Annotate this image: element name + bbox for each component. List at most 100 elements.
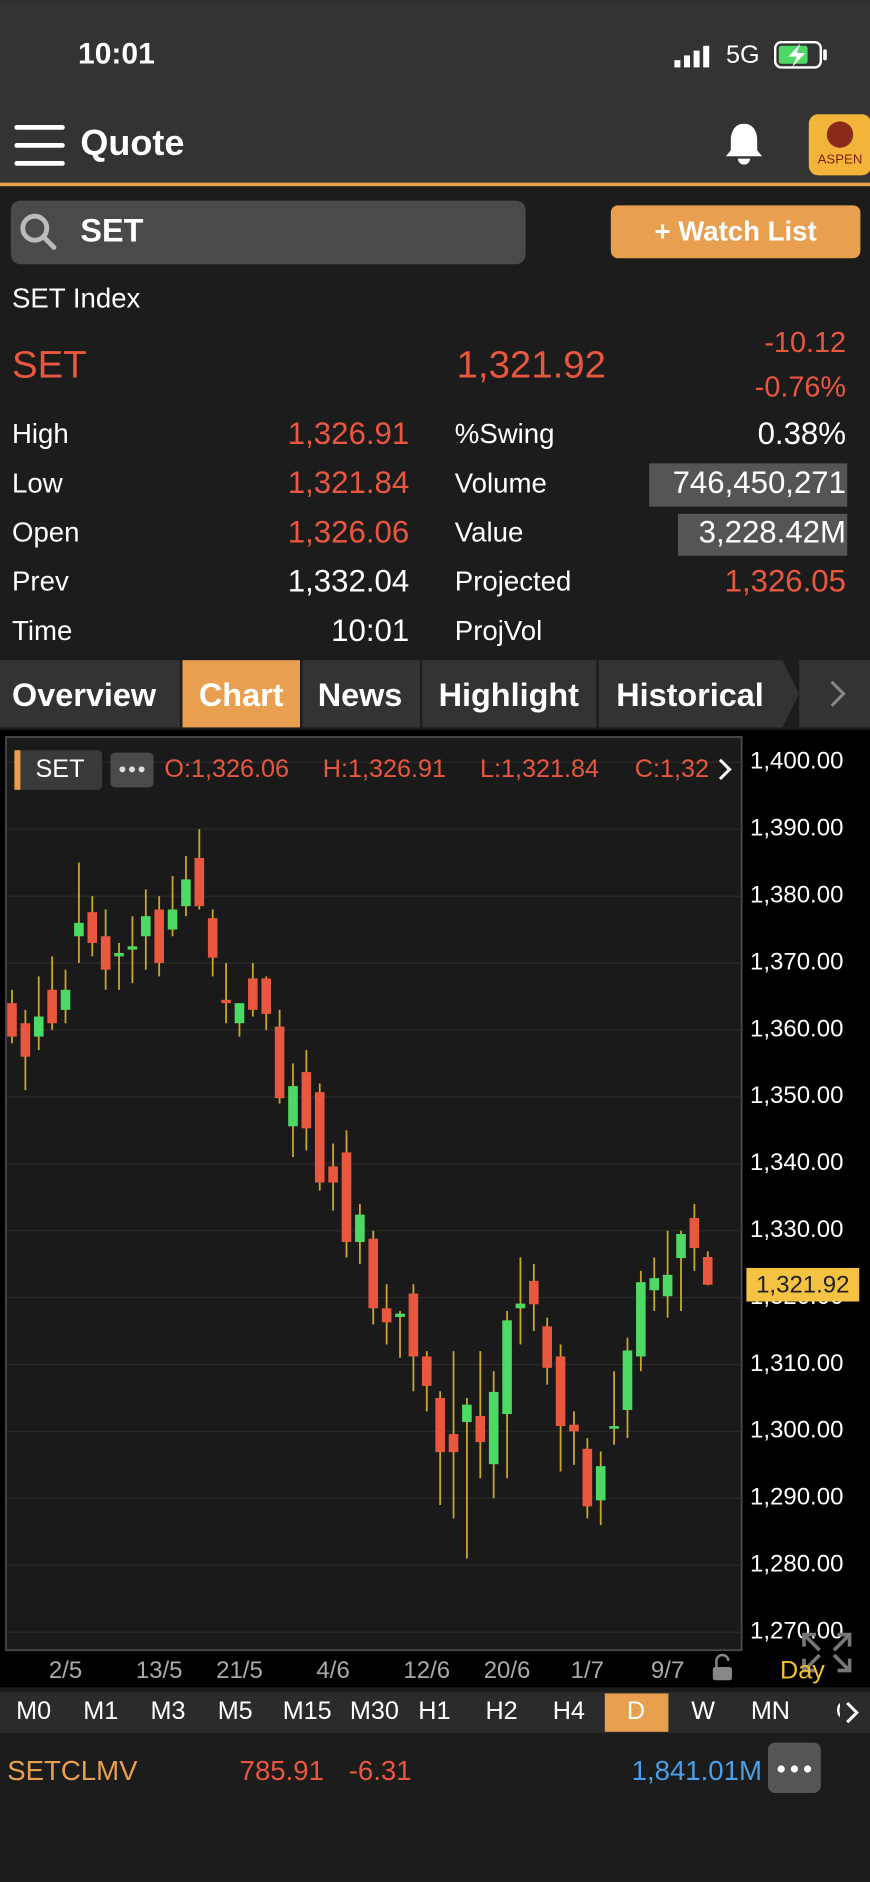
timeframe[interactable]: H2	[485, 1697, 517, 1725]
dots-icon	[777, 1765, 812, 1773]
candle-body	[154, 909, 164, 964]
candle-body	[421, 1356, 432, 1386]
quote-change: -10.12	[764, 327, 846, 359]
timeframe[interactable]: C	[836, 1697, 854, 1725]
ohlc-value: L:1,321.84	[480, 755, 599, 783]
timeframe[interactable]: M1	[83, 1697, 118, 1725]
grid	[7, 761, 741, 1633]
timeframe[interactable]: H4	[553, 1697, 585, 1725]
tab-bar	[0, 660, 870, 728]
quote-last: 1,321.92	[457, 344, 606, 387]
candle-body	[114, 952, 124, 957]
candle-body	[515, 1303, 526, 1309]
candle-body	[555, 1356, 566, 1427]
timeframe-arrow[interactable]	[846, 1701, 859, 1724]
candle-body	[127, 946, 138, 950]
value-highlight	[678, 513, 848, 556]
candle-body	[636, 1282, 646, 1357]
candle-body	[649, 1278, 660, 1291]
stat-label: Open	[12, 516, 80, 547]
symbol-box[interactable]	[14, 750, 102, 790]
aspen-logo[interactable]: ASPEN	[808, 114, 870, 176]
lock-icon[interactable]	[712, 1653, 732, 1681]
nav-divider	[0, 182, 870, 187]
candle-body	[462, 1404, 472, 1423]
tab-scroll-arrow[interactable]	[830, 680, 846, 707]
tab[interactable]: News	[318, 677, 403, 713]
x-tick-label: 1/7	[571, 1657, 604, 1684]
candle-body	[234, 1003, 245, 1024]
notification-bell[interactable]	[726, 123, 762, 165]
candle-body	[355, 1214, 365, 1243]
candle-body	[328, 1166, 338, 1183]
y-tick-label: 1,370.00	[750, 948, 843, 975]
timeframe[interactable]: W	[691, 1697, 715, 1725]
x-tick-label: 4/6	[316, 1657, 349, 1684]
menu-button[interactable]	[14, 125, 65, 166]
candle-body	[87, 912, 98, 943]
candle-body	[288, 1086, 298, 1127]
stat-label: Time	[12, 615, 72, 646]
candle-body	[74, 922, 84, 937]
candle-body	[488, 1391, 499, 1465]
stat-value: 3,228.42M	[699, 514, 846, 549]
tab[interactable]: Chart	[199, 677, 284, 713]
y-tick-label: 1,290.00	[750, 1484, 843, 1511]
timeframe-bar	[0, 1692, 870, 1733]
candle-body	[167, 909, 178, 930]
timeframe[interactable]: H1	[418, 1697, 450, 1725]
y-tick-label: 1,380.00	[750, 881, 843, 908]
stat-label: %Swing	[455, 418, 555, 449]
tab[interactable]: Highlight	[439, 677, 580, 713]
candle-body	[395, 1313, 405, 1317]
candle-body	[47, 989, 57, 1024]
candle-body	[689, 1217, 700, 1249]
active-timeframe	[604, 1693, 669, 1732]
logo-text: ASPEN	[818, 151, 863, 166]
timeframe[interactable]: MN	[751, 1697, 790, 1725]
timeframe[interactable]: D	[627, 1697, 645, 1725]
tab-separators	[180, 660, 599, 728]
ohlc-header: O:1,326.06 H:1,326.91 L:1,321.84 C:1,32	[164, 755, 709, 783]
candle-body	[408, 1293, 419, 1357]
fullscreen-icon[interactable]	[802, 1632, 852, 1673]
timeframe[interactable]: M0	[16, 1697, 51, 1725]
candle-body	[33, 1016, 44, 1037]
tab[interactable]: Historical	[616, 677, 764, 713]
stat-value: 1,321.84	[288, 465, 409, 500]
stat-value: 1,326.05	[725, 564, 846, 599]
candle-body	[314, 1092, 325, 1183]
index-name: SET Index	[12, 282, 141, 313]
symbol-marker	[14, 750, 21, 790]
battery-icon	[774, 40, 827, 69]
y-tick-label: 1,310.00	[750, 1350, 843, 1377]
stat-label: High	[12, 418, 69, 449]
candle-body	[529, 1280, 539, 1305]
header-arrow[interactable]	[718, 758, 732, 781]
candle-body	[274, 1026, 285, 1099]
x-tick-label: 9/7	[651, 1657, 684, 1684]
watch-list-button[interactable]	[610, 205, 861, 259]
candle-body	[20, 1023, 31, 1057]
candle-body	[368, 1238, 379, 1309]
x-tick-label: 20/6	[484, 1657, 531, 1684]
ticker-symbol: SETCLMV	[7, 1755, 138, 1786]
tab[interactable]: Overview	[12, 677, 157, 713]
timeframe[interactable]: M30	[350, 1697, 399, 1725]
timeframe[interactable]: M15	[283, 1697, 332, 1725]
search-icon	[20, 213, 57, 250]
timeframe[interactable]: M3	[151, 1697, 186, 1725]
chart-symbol: SET	[36, 755, 85, 783]
stat-label: Projected	[455, 566, 572, 597]
stat-label: Volume	[455, 467, 547, 498]
search-box[interactable]	[10, 200, 526, 265]
candle-body	[569, 1424, 579, 1432]
timeframe[interactable]: M5	[218, 1697, 253, 1725]
last-price-marker	[746, 1267, 860, 1302]
candle-body	[662, 1274, 673, 1297]
stat-label: ProjVol	[455, 615, 542, 646]
candle-body	[702, 1257, 713, 1285]
watch-list-label: + Watch List	[654, 215, 816, 246]
stat-label: Low	[12, 467, 63, 498]
